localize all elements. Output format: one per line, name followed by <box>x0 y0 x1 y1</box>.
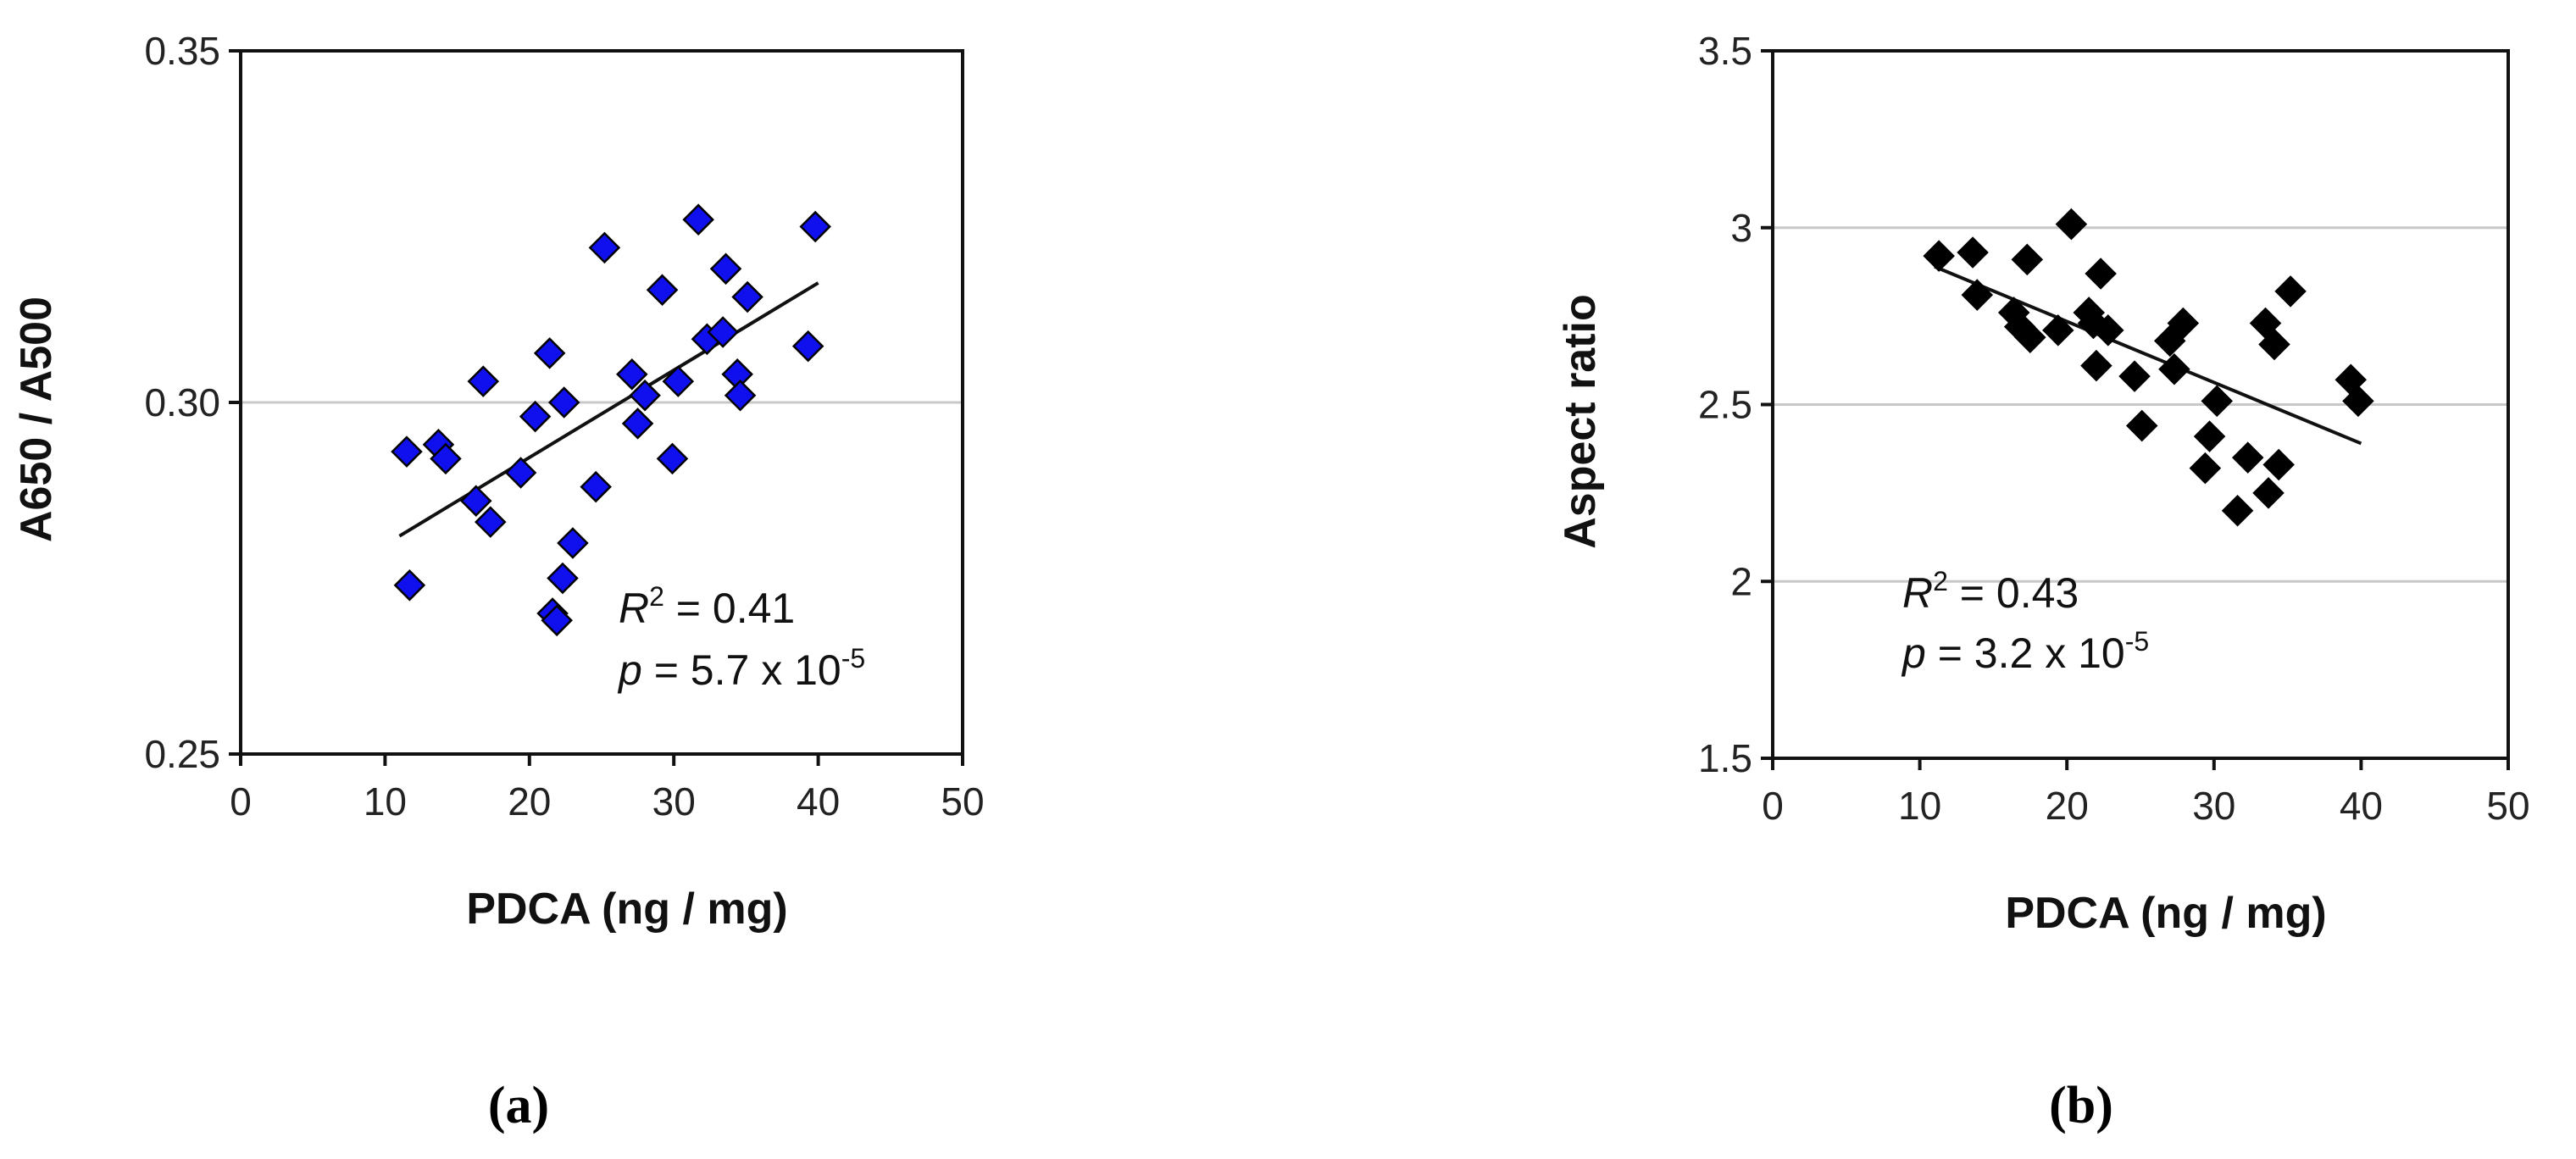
data-point-6 <box>475 506 507 538</box>
x-tick-label-1: 10 <box>1898 784 1941 828</box>
data-point-21 <box>2201 385 2234 418</box>
data-point-15 <box>2125 409 2158 442</box>
x-tick-label-3: 30 <box>2192 784 2235 828</box>
y-tick-label-2: 0.35 <box>144 29 220 73</box>
y-axis-title: Aspect ratio <box>1556 294 1605 549</box>
y-axis-title: A650 / A500 <box>12 297 61 542</box>
data-point-20 <box>646 274 679 306</box>
data-point-17 <box>2158 352 2190 385</box>
x-tick-label-4: 40 <box>2340 784 2383 828</box>
data-point-0 <box>391 435 423 468</box>
data-point-22 <box>662 365 695 397</box>
y-tick-label-1: 2 <box>1730 559 1752 603</box>
x-tick-label-5: 50 <box>941 779 984 824</box>
data-point-29 <box>731 280 763 313</box>
data-point-23 <box>682 203 714 236</box>
x-tick-label-0: 0 <box>230 779 252 824</box>
r-squared-annotation: R2 = 0.41 <box>619 581 795 632</box>
panel-label: (b) <box>2049 1077 2113 1134</box>
p-value-annotation: p = 3.2 x 10-5 <box>1901 626 2149 677</box>
data-point-17 <box>616 358 648 391</box>
data-point-18 <box>621 408 654 440</box>
chart-panel-b: 0 10 20 30 40 50 1.5 2 2.5 3 3.5 PDCA (ng / mg) Aspe… <box>1556 29 2530 1134</box>
data-point-28 <box>2274 275 2307 308</box>
data-point-26 <box>709 252 742 286</box>
data-point-11 <box>2080 349 2112 382</box>
y-tick-label-2: 2.5 <box>1698 383 1752 427</box>
x-tick-label-2: 20 <box>508 779 551 824</box>
y-tick-label-3: 3 <box>1730 206 1752 250</box>
data-point-30 <box>791 330 824 363</box>
trendline <box>398 281 819 538</box>
data-point-30 <box>2342 385 2374 418</box>
data-point-25 <box>707 316 739 348</box>
data-point-1 <box>1957 236 1989 269</box>
data-point-28 <box>724 379 757 412</box>
x-tick-label-0: 0 <box>1762 784 1784 828</box>
data-point-13 <box>2092 314 2124 347</box>
data-point-13 <box>547 386 580 419</box>
data-point-18 <box>2167 307 2200 340</box>
trendline <box>1934 264 2362 446</box>
y-tick-label-1: 0.30 <box>144 380 220 424</box>
data-point-4 <box>459 485 492 517</box>
data-point-19 <box>2189 452 2222 485</box>
data-point-16 <box>2153 324 2186 358</box>
data-point-2 <box>1961 279 1994 311</box>
data-point-1 <box>393 569 426 602</box>
data-point-26 <box>2258 328 2290 361</box>
x-tick-label-3: 30 <box>652 779 696 824</box>
data-point-8 <box>519 400 552 433</box>
data-point-12 <box>547 562 579 595</box>
panel-label: (a) <box>488 1077 549 1134</box>
data-point-21 <box>656 442 689 475</box>
chart-panel-a: 0 10 20 30 40 50 0.25 0.30 0.35 PDCA (ng / mg) A65… <box>12 29 985 1134</box>
data-point-6 <box>2014 321 2046 353</box>
x-tick-label-2: 20 <box>2046 784 2089 828</box>
data-point-14 <box>2118 360 2151 392</box>
data-point-0 <box>1923 240 1955 272</box>
x-axis-title: PDCA (ng / mg) <box>2005 889 2326 938</box>
data-point-7 <box>2042 314 2074 347</box>
y-tick-label-0: 0.25 <box>144 732 220 776</box>
data-point-11 <box>541 604 573 637</box>
p-value-annotation: p = 5.7 x 10-5 <box>617 643 865 694</box>
y-tick-label-4: 3.5 <box>1698 29 1752 73</box>
data-point-19 <box>629 379 661 412</box>
data-point-27 <box>2262 448 2295 481</box>
x-tick-label-4: 40 <box>797 779 840 824</box>
r-squared-annotation: R2 = 0.43 <box>1902 566 2079 617</box>
data-point-20 <box>2193 420 2226 452</box>
data-point-8 <box>2055 208 2088 241</box>
x-tick-label-5: 50 <box>2486 784 2529 828</box>
data-point-15 <box>580 470 612 503</box>
x-tick-label-1: 10 <box>364 779 407 824</box>
data-point-12 <box>2085 258 2117 290</box>
data-point-23 <box>2231 441 2264 474</box>
data-point-14 <box>557 527 589 559</box>
x-axis-title: PDCA (ng / mg) <box>466 884 787 934</box>
data-point-3 <box>430 442 462 475</box>
data-point-5 <box>467 365 500 397</box>
y-tick-label-0: 1.5 <box>1698 736 1752 780</box>
data-point-9 <box>533 337 566 369</box>
data-point-22 <box>2221 494 2254 527</box>
data-point-25 <box>2252 477 2285 509</box>
data-point-5 <box>2011 243 2044 276</box>
data-point-31 <box>799 210 831 243</box>
data-point-7 <box>504 457 537 489</box>
data-point-16 <box>588 231 621 264</box>
